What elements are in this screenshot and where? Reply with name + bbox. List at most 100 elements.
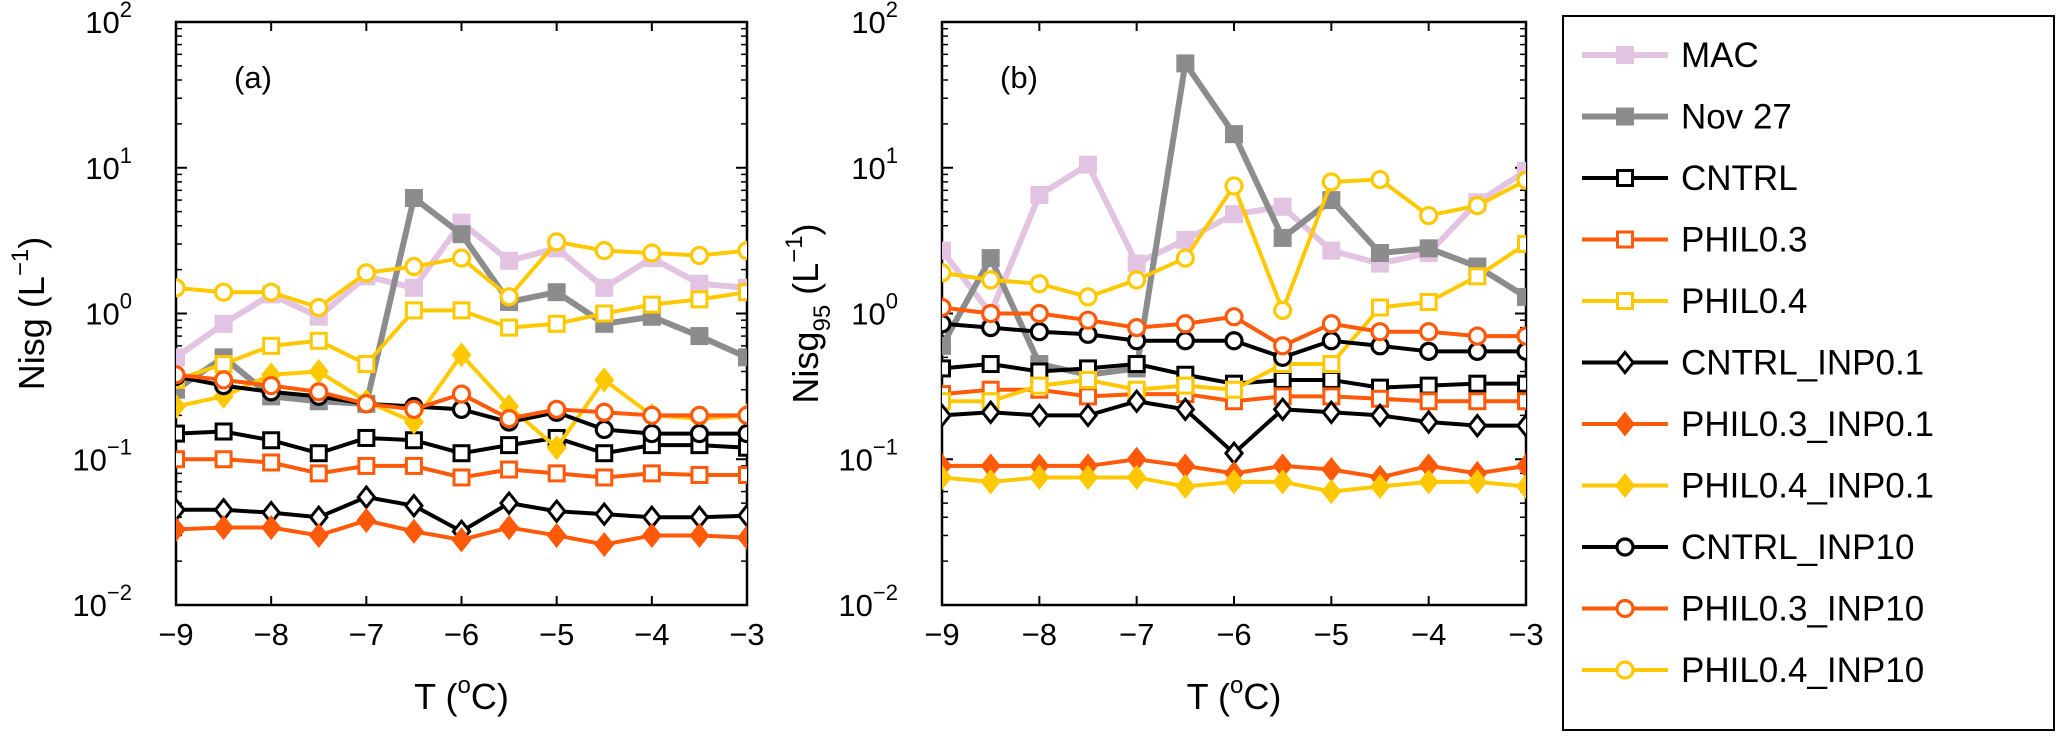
data-point [1419,392,1438,411]
legend-marker [1615,598,1635,619]
data-point [737,423,747,444]
series-phil0-4 [942,234,1526,411]
data-point [176,348,185,367]
legend-entry-phil0-4-inp0-1: PHIL0.4_INP0.1 [1582,467,1934,506]
legend: MAC Nov 27 CNTRL PHIL0.3 PHIL0.4 CNTRL_INP0.1… [1562,15,2055,731]
series-cntrl-inp10 [942,314,1526,367]
data-point [1273,228,1292,247]
data-point [1419,341,1439,361]
data-point [261,376,281,396]
data-point [1418,469,1439,495]
data-point [1418,409,1439,435]
data-point [213,515,234,541]
y-tick-label: 100 [851,289,898,332]
data-point [980,399,1001,425]
data-point [980,469,1001,495]
data-point [176,365,186,385]
data-point [547,232,567,252]
data-point [500,436,519,455]
data-point [309,331,328,350]
data-point [547,314,566,333]
data-point [356,394,376,414]
data-point [451,248,472,268]
data-point [547,399,567,419]
data-point [738,283,747,302]
data-point [1175,248,1195,268]
data-point [1029,322,1049,342]
data-point [452,444,471,463]
data-point [1175,331,1195,351]
legend-label: PHIL0.3_INP10 [1681,590,1924,629]
x-axis-label: T (oC) [414,672,509,717]
legend-label: PHIL0.3 [1681,221,1807,260]
data-point [1127,318,1147,338]
data-point [176,450,185,469]
data-point [981,249,1000,268]
y-tick-label: 101 [85,143,132,186]
x-tick-label: −8 [1022,617,1057,652]
data-point [1468,392,1487,411]
data-point [736,503,747,529]
data-point [1322,355,1341,374]
legend-label: PHIL0.3_INP0.1 [1681,405,1934,444]
legend-entry-phil0-3-inp0-1: PHIL0.3_INP0.1 [1582,405,1934,444]
data-point [737,405,747,425]
x-axis: −9 −8 −7 −6 −5 −4 −3 [924,22,1544,652]
data-point [1029,274,1049,294]
data-point [403,518,424,544]
y-axis-label: Nisg95 (L−1) [781,223,836,403]
data-point [357,428,376,447]
data-point [500,318,519,337]
data-point [1079,155,1097,174]
data-point [1467,413,1488,439]
data-point [547,283,566,302]
data-point [1371,298,1389,317]
series-group [942,54,1526,505]
data-point [452,225,471,244]
legend-marker [1616,107,1634,126]
data-point [546,435,567,461]
data-point [214,450,233,469]
y-tick-label: 10−2 [838,580,898,623]
series-phil0-4-inp10 [176,232,747,318]
panel-label: (a) [234,60,272,95]
data-point [642,243,662,263]
data-point [1369,473,1391,500]
data-point [176,380,185,399]
data-point [1224,331,1244,351]
data-point [262,336,281,355]
x-tick-label: −7 [349,617,384,652]
data-point [981,303,1001,324]
data-point [642,423,662,444]
x-axis: −9 −8 −7 −6 −5 −4 −3 [158,22,765,652]
data-point [1030,186,1049,205]
data-point [1517,374,1526,393]
data-point [357,456,376,475]
y-tick-label: 102 [85,0,132,40]
data-point [942,359,951,378]
data-point [1419,292,1438,311]
legend-entry-phil0-4: PHIL0.4 [1582,282,1807,321]
data-point [1516,341,1526,361]
data-point [942,464,953,490]
series-phil0-3-inp10 [942,297,1526,356]
legend-marker [1615,537,1635,557]
legend-label: CNTRL_INP0.1 [1681,344,1924,383]
series-cntrl-inp0-1 [942,388,1526,466]
data-point [1321,172,1341,192]
legend-entry-phil0-3-inp10: PHIL0.3_INP10 [1582,590,1924,629]
data-point [451,399,472,419]
data-point [500,251,519,270]
data-point [594,419,614,440]
data-point [1467,341,1487,361]
data-point [176,278,186,298]
data-point [595,468,614,487]
data-point [1516,326,1526,346]
series-phil0-3-inp0-1 [176,507,747,558]
data-point [595,278,614,297]
data-point [261,282,281,302]
series-phil0-3 [176,450,747,487]
x-tick-label: −4 [1411,617,1446,652]
data-point [942,263,952,283]
